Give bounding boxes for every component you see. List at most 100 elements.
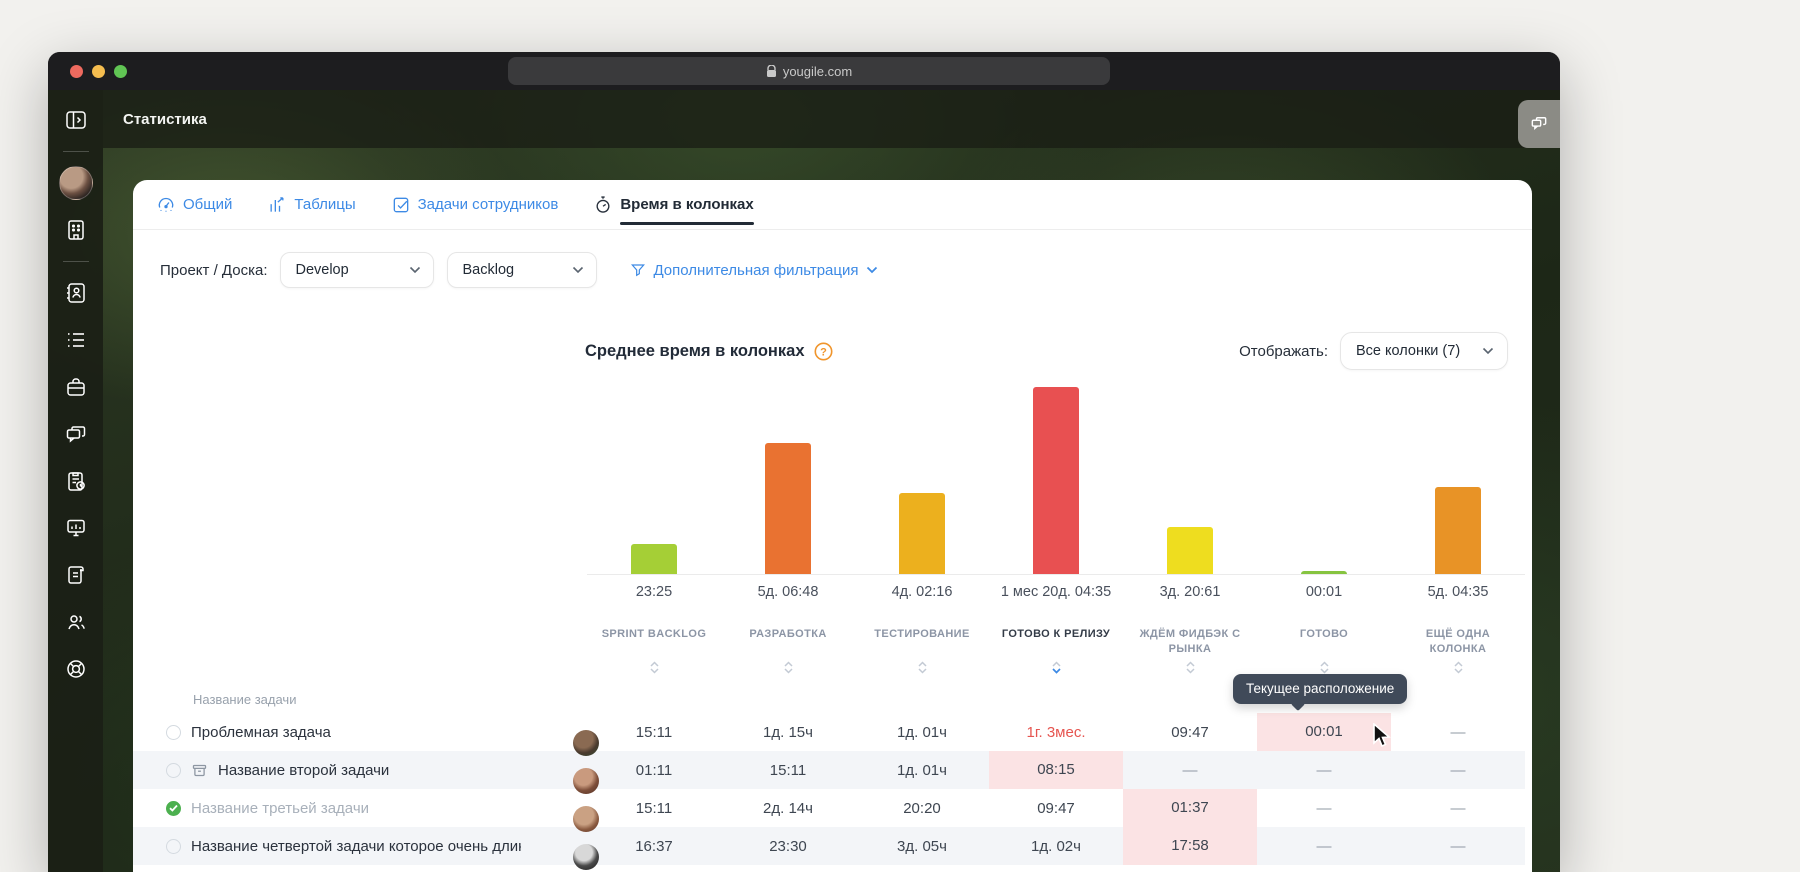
task-name: Название второй задачи [218, 761, 390, 779]
tab-time-in-columns[interactable]: Время в колонках [593, 180, 755, 230]
sort-toggle[interactable] [1257, 661, 1391, 681]
time-cell-current: 08:15 [989, 751, 1123, 789]
briefcase-icon[interactable] [58, 369, 94, 405]
bar-sprint-backlog[interactable] [631, 544, 677, 574]
help-icon[interactable]: ? [814, 342, 833, 361]
minimize-window-button[interactable] [92, 65, 105, 78]
time-cell: — [1450, 837, 1466, 855]
table-row[interactable]: Название третьей задачи 15:11 2д. 14ч 20… [133, 789, 1525, 832]
bar-zhdem-fidbek[interactable] [1167, 527, 1213, 574]
mouse-cursor [1373, 723, 1391, 748]
assignee-avatar[interactable] [573, 843, 599, 870]
time-cell: 15:11 [635, 723, 673, 741]
assignee-avatar[interactable] [573, 729, 599, 756]
sort-toggle-active[interactable] [989, 661, 1123, 681]
assignee-avatar[interactable] [573, 767, 599, 794]
time-cell: — [1316, 799, 1332, 817]
stats-tabs: Общий Таблицы Задачи сотрудников Время в… [133, 180, 1532, 230]
bar-value: 23:25 [635, 584, 673, 600]
sort-toggle[interactable] [721, 661, 855, 681]
assignee-avatar[interactable] [573, 805, 599, 832]
table-row[interactable]: Название четвертой задачи которое очень … [133, 827, 1525, 870]
task-checkbox[interactable] [166, 724, 181, 740]
time-cell: 09:47 [1171, 723, 1209, 741]
sort-toggle[interactable] [1391, 661, 1525, 681]
task-checkbox-done[interactable] [166, 800, 181, 816]
columns-select-value: Все колонки (7) [1356, 343, 1461, 359]
filters-row: Проект / Доска: Develop Backlog Дополнит… [160, 252, 878, 288]
time-cell: 23:30 [769, 837, 807, 855]
time-cell: 1д. 01ч [897, 723, 947, 741]
column-header-active: ГОТОВО К РЕЛИЗУ [1001, 628, 1111, 640]
columns-select[interactable]: Все колонки (7) [1340, 332, 1508, 370]
bar-chart-icon [270, 196, 284, 212]
feedback-chat-icon [1531, 117, 1547, 130]
extra-filter-link[interactable]: Дополнительная фильтрация [630, 262, 877, 279]
task-name: Проблемная задача [191, 723, 331, 741]
task-checkbox[interactable] [166, 838, 181, 854]
sidebar-divider [62, 151, 89, 152]
lock-icon [766, 64, 776, 77]
sort-controls [587, 661, 1525, 681]
tab-general[interactable]: Общий [156, 180, 232, 230]
team-icon[interactable] [58, 604, 94, 640]
contacts-icon[interactable] [58, 275, 94, 311]
board-select[interactable]: Backlog [447, 252, 598, 288]
time-cell: 1д. 15ч [763, 723, 813, 741]
column-header: ЖДЁМ ФИДБЭК С РЫНКА [1139, 628, 1241, 655]
bar-value: 5д. 04:35 [1427, 584, 1489, 600]
tab-tables[interactable]: Таблицы [267, 180, 356, 230]
scroll-icon[interactable] [58, 557, 94, 593]
table-row[interactable]: Проблемная задача 15:11 1д. 15ч 1д. 01ч … [133, 713, 1525, 756]
chevron-down-icon [410, 266, 421, 274]
bar-value: 1 мес 20д. 04:35 [1000, 584, 1112, 600]
time-cell-current: 17:58 [1123, 827, 1257, 865]
time-cell: 3д. 05ч [897, 837, 947, 855]
bar-gotovo-k-relizu[interactable] [1033, 387, 1079, 574]
column-header: РАЗРАБОТКА [749, 628, 827, 640]
chat-icon[interactable] [58, 416, 94, 452]
task-name-header: Название задачи [193, 692, 297, 707]
chevron-down-icon [1482, 347, 1494, 355]
current-position-tooltip: Текущее расположение [1233, 674, 1408, 704]
display-control: Отображать: Все колонки (7) [1239, 332, 1508, 370]
time-cell: — [1316, 837, 1332, 855]
report-clock-icon[interactable] [58, 463, 94, 499]
address-bar[interactable]: yougile.com [508, 57, 1110, 85]
monitor-stats-icon[interactable] [58, 510, 94, 546]
task-name: Название четвертой задачи которое очень … [191, 837, 521, 855]
column-header: ЕЩЁ ОДНА КОЛОНКА [1425, 628, 1491, 655]
sidebar-toggle-icon[interactable] [58, 102, 94, 138]
sort-toggle[interactable] [1123, 661, 1257, 681]
task-checkbox[interactable] [166, 762, 181, 778]
project-select[interactable]: Develop [280, 252, 435, 288]
bar-eshe-odna[interactable] [1435, 487, 1481, 574]
tab-label: Таблицы [294, 196, 356, 213]
chart-values: 23:25 5д. 06:48 4д. 02:16 1 мес 20д. 04:… [587, 575, 1525, 609]
company-icon[interactable] [58, 212, 94, 248]
table-row[interactable]: Название второй задачи 01:11 15:11 1д. 0… [133, 751, 1525, 794]
time-cell: 09:47 [1037, 799, 1075, 817]
time-cell: 1д. 02ч [1031, 837, 1081, 855]
bar-gotovo[interactable] [1301, 571, 1347, 574]
time-cell-current: 01:37 [1123, 789, 1257, 827]
tab-employee-tasks[interactable]: Задачи сотрудников [391, 180, 558, 230]
browser-window: yougile.com [48, 52, 1560, 872]
support-icon[interactable] [58, 651, 94, 687]
bar-razrabotka[interactable] [765, 443, 811, 574]
user-avatar[interactable] [58, 165, 94, 201]
close-window-button[interactable] [70, 65, 83, 78]
bar-value: 3д. 20:61 [1159, 584, 1221, 600]
bar-value: 5д. 06:48 [757, 584, 819, 600]
time-cell: 2д. 14ч [763, 799, 813, 817]
sort-toggle[interactable] [587, 661, 721, 681]
board-select-value: Backlog [462, 262, 515, 278]
bar-testirovanie[interactable] [899, 493, 945, 574]
gauge-icon [158, 197, 174, 212]
chart-bars [587, 380, 1525, 575]
list-icon[interactable] [58, 322, 94, 358]
sort-toggle[interactable] [855, 661, 989, 681]
zoom-window-button[interactable] [114, 65, 127, 78]
sidebar [48, 90, 103, 872]
feedback-widget-button[interactable] [1518, 100, 1560, 148]
